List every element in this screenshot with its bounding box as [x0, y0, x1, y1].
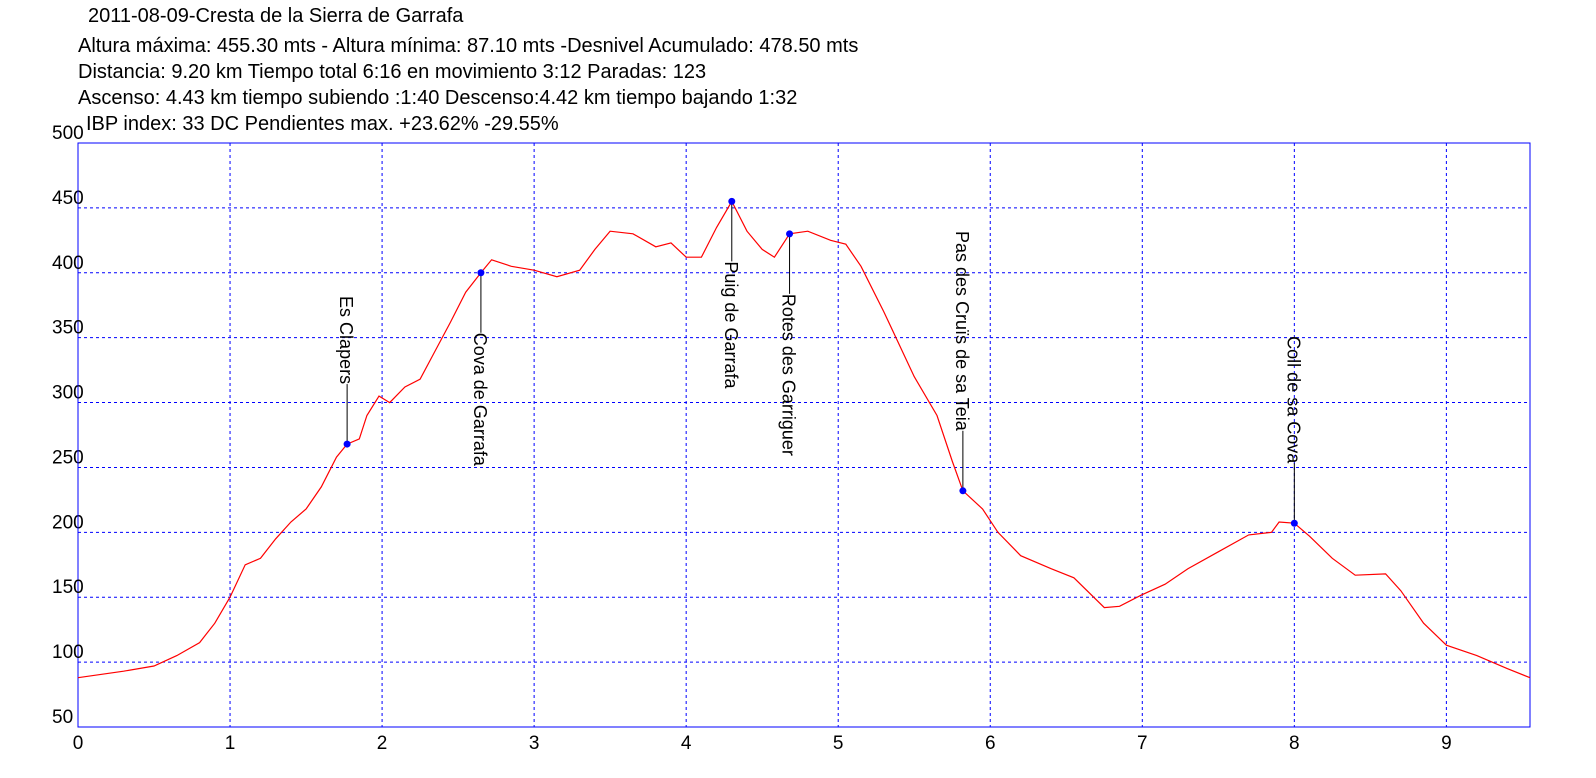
- waypoint-marker: [786, 230, 794, 238]
- x-tick-label: 9: [1441, 733, 1452, 754]
- x-tick-label: 1: [225, 733, 236, 754]
- y-tick-label: 300: [52, 383, 84, 404]
- waypoint-label: Pas des Cruïs de sa Teia: [952, 231, 972, 432]
- waypoint-marker: [477, 269, 485, 277]
- waypoint-label: Coll de sa Cova: [1283, 336, 1303, 464]
- y-tick-label: 400: [52, 253, 84, 274]
- x-tick-label: 5: [833, 733, 844, 754]
- x-tick-label: 6: [985, 733, 996, 754]
- x-tick-label: 7: [1137, 733, 1148, 754]
- x-tick-label: 3: [529, 733, 540, 754]
- y-tick-label: 450: [52, 188, 84, 209]
- x-tick-label: 0: [73, 733, 84, 754]
- waypoint-label: Cova de Garrafa: [470, 333, 490, 467]
- waypoint-marker: [728, 197, 736, 205]
- chart-title: 2011-08-09-Cresta de la Sierra de Garraf…: [88, 5, 464, 27]
- subtitle-line: IBP index: 33 DC Pendientes max. +23.62%…: [86, 113, 559, 135]
- waypoint-marker: [343, 440, 351, 448]
- subtitle-line: Altura máxima: 455.30 mts - Altura mínim…: [78, 35, 858, 57]
- y-tick-label: 100: [52, 642, 84, 663]
- waypoint-label: Rotes des Garriguer: [779, 294, 799, 456]
- plot-area: [77, 142, 1531, 728]
- y-tick-label: 250: [52, 447, 84, 468]
- y-tick-label: 200: [52, 512, 84, 533]
- waypoint-label: Es Clapers: [336, 296, 356, 384]
- y-tick-label: 500: [52, 123, 84, 144]
- x-tick-label: 8: [1289, 733, 1300, 754]
- waypoint-label: Puig de Garrafa: [721, 261, 741, 389]
- x-tick-label: 2: [377, 733, 388, 754]
- subtitle-line: Ascenso: 4.43 km tiempo subiendo :1:40 D…: [78, 87, 797, 109]
- y-tick-label: 50: [52, 707, 73, 728]
- y-tick-label: 150: [52, 577, 84, 598]
- waypoint-marker: [1290, 519, 1298, 527]
- y-tick-label: 350: [52, 318, 84, 339]
- waypoint-marker: [959, 487, 967, 495]
- x-tick-label: 4: [681, 733, 692, 754]
- subtitle-line: Distancia: 9.20 km Tiempo total 6:16 en …: [78, 61, 706, 83]
